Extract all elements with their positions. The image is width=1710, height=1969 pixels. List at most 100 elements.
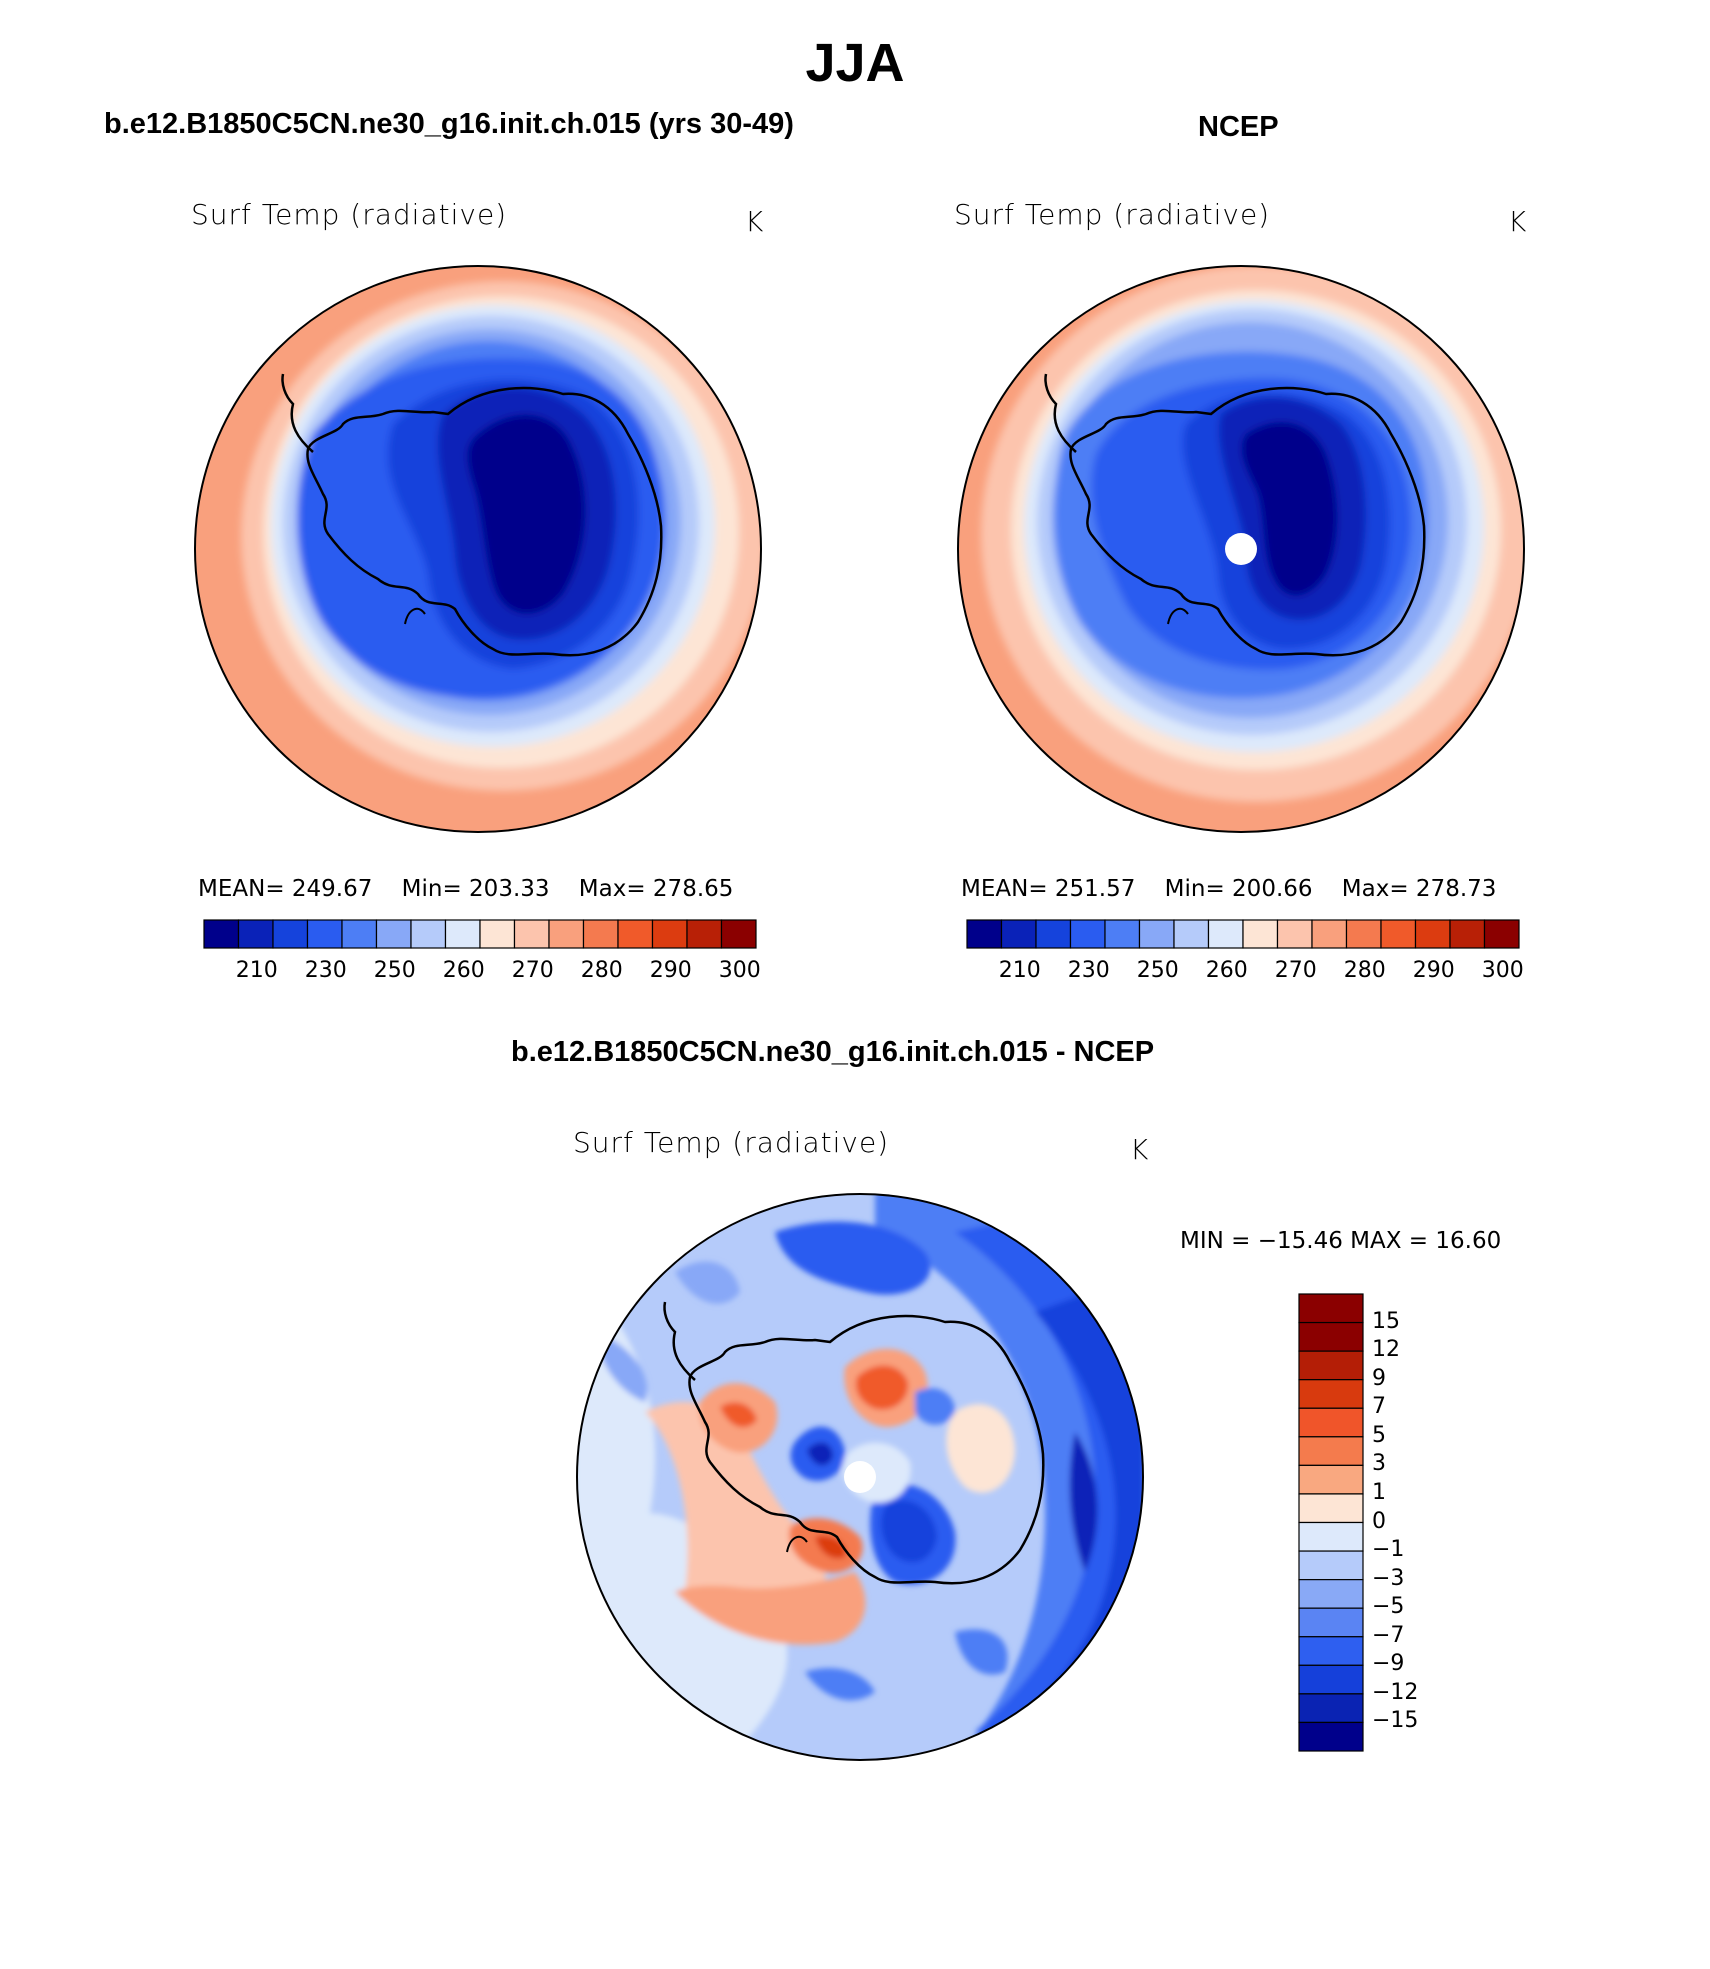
diff-colorbar-tick-label: 7 (1372, 1394, 1386, 1420)
model-colorbar-tick-label: 270 (511, 958, 554, 983)
model-min-label: Min= (401, 876, 462, 902)
diff-colorbar-tick-label: −5 (1372, 1594, 1405, 1620)
diff-colorbar-swatch (1298, 1293, 1364, 1324)
diff-colorbar-tick-label: −9 (1372, 1651, 1405, 1677)
diff-colorbar-swatch (1298, 1321, 1364, 1352)
diff-colorbar-tick-label: −12 (1372, 1679, 1419, 1705)
obs-colorbar-tick-label: 270 (1274, 958, 1317, 983)
model-polar-map (194, 265, 762, 833)
obs-case-title: NCEP (1198, 111, 1279, 143)
diff-colorbar-tick-label: −1 (1372, 1537, 1405, 1563)
model-stats: MEAN= 249.67 Min= 203.33 Max= 278.65 (198, 876, 733, 902)
model-colorbar-swatch (410, 919, 447, 949)
diff-peninsula-coastline (663, 1301, 696, 1381)
obs-field-label: Surf Temp (radiative) (954, 198, 1271, 231)
model-colorbar-swatch (686, 919, 723, 949)
model-colorbar-swatch (582, 919, 619, 949)
diff-colorbar-swatch (1298, 1664, 1364, 1695)
obs-colorbar-tick-label: 230 (1067, 958, 1110, 983)
obs-colorbar-tick-label: 260 (1205, 958, 1248, 983)
model-field-label: Surf Temp (radiative) (191, 198, 508, 231)
diff-colorbar-tick-label: −15 (1372, 1708, 1419, 1734)
model-colorbar-tick-label: 230 (304, 958, 347, 983)
obs-colorbar-swatch (1380, 919, 1417, 949)
diff-field-label: Surf Temp (radiative) (573, 1126, 890, 1159)
diff-colorbar-swatch (1298, 1493, 1364, 1524)
diff-colorbar-tick-label: −7 (1372, 1622, 1405, 1648)
obs-temperature-field (958, 266, 1524, 832)
model-ross-sea-inlet (404, 607, 426, 625)
diff-colorbar-swatch (1298, 1579, 1364, 1609)
model-map-border (194, 265, 762, 833)
obs-colorbar-swatch (1345, 919, 1382, 949)
obs-colorbar-swatch (966, 919, 1003, 949)
obs-colorbar-swatch (1276, 919, 1313, 949)
obs-max-value: 278.73 (1415, 876, 1497, 902)
obs-colorbar-swatch (1414, 919, 1451, 949)
model-colorbar-tick-label: 290 (649, 958, 692, 983)
obs-colorbar-swatch (1311, 919, 1348, 949)
obs-colorbar-swatch (1035, 919, 1072, 949)
model-colorbar-swatch (617, 919, 654, 949)
model-colorbar-tick-label: 210 (235, 958, 278, 983)
model-colorbar-swatch (272, 919, 309, 949)
model-colorbar-swatch (548, 919, 585, 949)
diff-colorbar (1298, 1293, 1364, 1752)
obs-stats: MEAN= 251.57 Min= 200.66 Max= 278.73 (961, 876, 1496, 902)
diff-map-border (576, 1193, 1144, 1761)
obs-units-label: K (1508, 205, 1528, 238)
obs-min-label: Min= (1164, 876, 1225, 902)
diff-colorbar-tick-label: 15 (1372, 1308, 1400, 1334)
model-colorbar-swatch (479, 919, 516, 949)
model-units-label: K (745, 205, 765, 238)
obs-colorbar-swatch (1069, 919, 1106, 949)
obs-colorbar-swatch (1449, 919, 1486, 949)
model-colorbar-swatch (203, 919, 240, 949)
diff-colorbar-tick-label: 5 (1372, 1422, 1386, 1448)
model-colorbar-swatch (341, 919, 378, 949)
obs-colorbar-swatch (1207, 919, 1244, 949)
model-case-title: b.e12.B1850C5CN.ne30_g16.init.ch.015 (yr… (104, 108, 794, 140)
model-temperature-field (195, 266, 761, 832)
model-colorbar-tick-label: 250 (373, 958, 416, 983)
diff-ross-sea-inlet (786, 1535, 808, 1553)
model-colorbar-swatch (444, 919, 481, 949)
obs-max-label: Max= (1341, 876, 1409, 902)
diff-colorbar-tick-label: 9 (1372, 1365, 1386, 1391)
diff-minmax: MIN = −15.46 MAX = 16.60 (1180, 1228, 1502, 1254)
obs-colorbar-swatch (1173, 919, 1210, 949)
model-colorbar-swatch (513, 919, 550, 949)
obs-missing-pole (1225, 533, 1257, 565)
obs-colorbar-tick-label: 210 (998, 958, 1041, 983)
model-colorbar-swatch (720, 919, 757, 949)
diff-case-title: b.e12.B1850C5CN.ne30_g16.init.ch.015 - N… (511, 1036, 1155, 1068)
diff-polar-map (576, 1193, 1144, 1761)
obs-colorbar-tick-label: 300 (1481, 958, 1524, 983)
obs-mean-value: 251.57 (1054, 876, 1136, 902)
diff-colorbar-swatch (1298, 1607, 1364, 1638)
obs-antarctica-coastline (1069, 386, 1426, 657)
obs-colorbar-swatch (1000, 919, 1037, 949)
model-peninsula-coastline (281, 373, 314, 453)
diff-colorbar-swatch (1298, 1407, 1364, 1438)
diff-colorbar-swatch (1298, 1550, 1364, 1581)
diff-colorbar-swatch (1298, 1636, 1364, 1666)
diff-colorbar-swatch (1298, 1350, 1364, 1381)
obs-colorbar-swatch (1242, 919, 1279, 949)
diff-colorbar-swatch (1298, 1379, 1364, 1409)
obs-colorbar-tick-label: 280 (1343, 958, 1386, 983)
model-colorbar (203, 919, 757, 949)
obs-colorbar-swatch (1138, 919, 1175, 949)
diff-colorbar-swatch (1298, 1721, 1364, 1752)
diff-colorbar-swatch (1298, 1521, 1364, 1552)
model-colorbar-swatch (237, 919, 274, 949)
obs-colorbar-tick-label: 290 (1412, 958, 1455, 983)
model-max-value: 278.65 (652, 876, 734, 902)
obs-mean-label: MEAN= (961, 876, 1048, 902)
diff-colorbar-tick-label: 3 (1372, 1451, 1386, 1477)
obs-min-value: 200.66 (1232, 876, 1313, 902)
obs-colorbar-swatch (1483, 919, 1520, 949)
model-min-value: 203.33 (469, 876, 550, 902)
model-mean-value: 249.67 (291, 876, 373, 902)
